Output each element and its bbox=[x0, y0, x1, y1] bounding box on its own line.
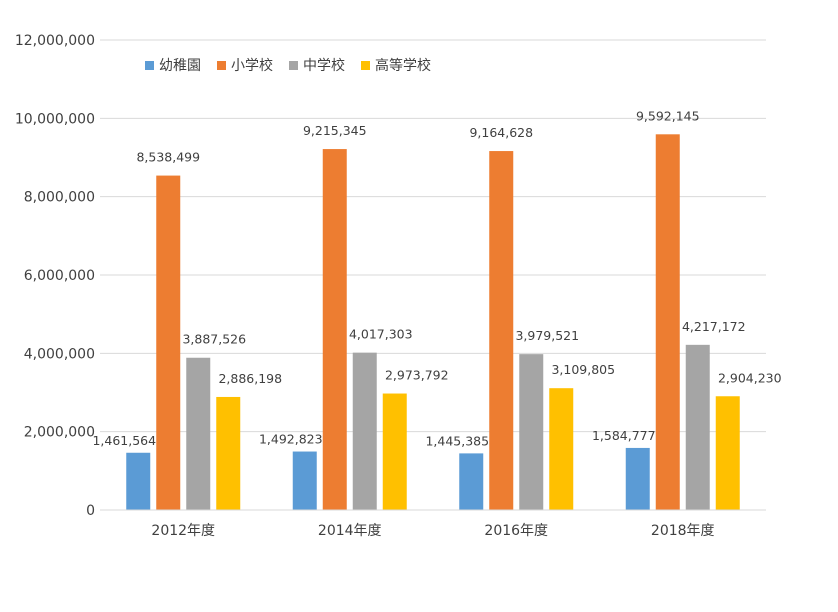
legend-swatch bbox=[217, 61, 226, 70]
data-label: 2,973,792 bbox=[385, 368, 449, 383]
legend-swatch bbox=[145, 61, 154, 70]
x-tick-label: 2014年度 bbox=[318, 523, 382, 539]
data-label: 9,164,628 bbox=[469, 125, 533, 140]
data-label: 3,887,526 bbox=[182, 332, 246, 347]
data-label: 2,886,198 bbox=[218, 371, 282, 386]
y-tick-label: 6,000,000 bbox=[24, 268, 95, 284]
bar bbox=[186, 357, 211, 510]
bar bbox=[685, 344, 710, 510]
bar bbox=[625, 447, 650, 510]
data-label: 1,584,777 bbox=[592, 428, 656, 443]
data-label: 3,979,521 bbox=[515, 328, 579, 343]
bar bbox=[322, 149, 347, 510]
y-tick-label: 0 bbox=[86, 503, 95, 519]
bar bbox=[715, 396, 740, 510]
bar bbox=[459, 453, 484, 510]
bar bbox=[292, 451, 317, 510]
legend-label: 幼稚園 bbox=[159, 58, 201, 74]
data-label: 4,217,172 bbox=[682, 319, 746, 334]
bar bbox=[382, 393, 407, 510]
data-label: 9,215,345 bbox=[303, 123, 367, 138]
x-tick-label: 2016年度 bbox=[484, 523, 548, 539]
data-label: 1,492,823 bbox=[259, 432, 323, 447]
y-tick-label: 12,000,000 bbox=[15, 33, 95, 49]
x-tick-label: 2012年度 bbox=[151, 523, 215, 539]
data-label: 2,904,230 bbox=[718, 370, 782, 385]
data-label: 3,109,805 bbox=[551, 362, 615, 377]
bar bbox=[216, 396, 241, 510]
legend-label: 高等学校 bbox=[375, 57, 431, 74]
y-axis: 0 2,000,000 4,000,000 6,000,000 8,000,000 10,… bbox=[15, 33, 95, 519]
bar bbox=[519, 354, 544, 510]
data-label: 1,461,564 bbox=[92, 433, 156, 448]
y-tick-label: 4,000,000 bbox=[24, 346, 95, 362]
data-label: 4,017,303 bbox=[349, 327, 413, 342]
legend: 幼稚園 小学校 中学校 高等学校 bbox=[145, 57, 431, 74]
bar bbox=[156, 175, 181, 511]
bar bbox=[352, 352, 377, 510]
bar bbox=[126, 452, 151, 510]
x-tick-label: 2018年度 bbox=[651, 523, 715, 539]
y-tick-label: 10,000,000 bbox=[15, 111, 95, 127]
data-labels: 1,461,564 8,538,499 3,887,526 2,886,198 1,49… bbox=[92, 108, 781, 448]
bar bbox=[489, 151, 514, 510]
legend-swatch bbox=[361, 61, 370, 70]
bar bbox=[549, 388, 574, 510]
bar bbox=[655, 134, 680, 510]
x-axis: 2012年度 2014年度 2016年度 2018年度 bbox=[100, 509, 766, 539]
data-label: 8,538,499 bbox=[136, 150, 200, 165]
data-label: 9,592,145 bbox=[636, 108, 700, 123]
data-label: 1,445,385 bbox=[425, 433, 489, 448]
legend-label: 中学校 bbox=[303, 57, 345, 74]
legend-swatch bbox=[289, 61, 298, 70]
gridlines bbox=[100, 39, 766, 433]
y-tick-label: 2,000,000 bbox=[24, 425, 95, 441]
bars bbox=[126, 134, 740, 511]
legend-label: 小学校 bbox=[231, 57, 273, 74]
y-tick-label: 8,000,000 bbox=[24, 190, 95, 206]
